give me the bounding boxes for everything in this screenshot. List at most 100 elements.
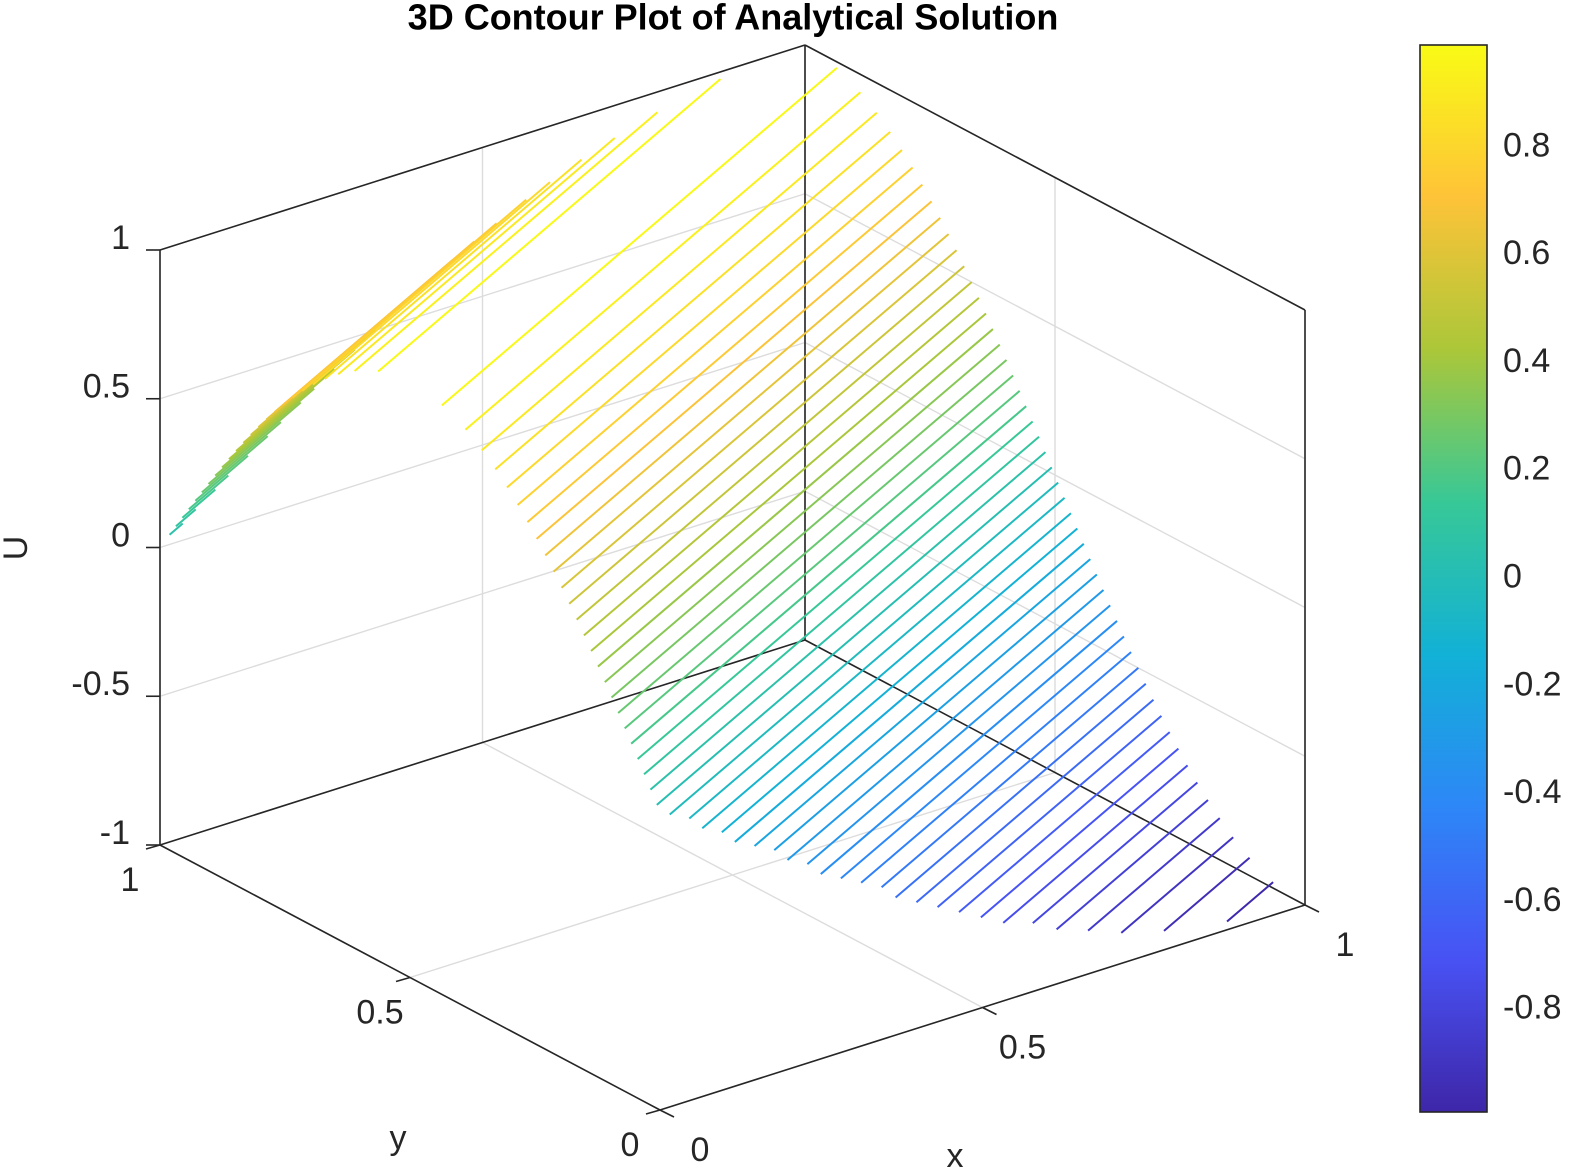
y-axis-label: y: [390, 1119, 407, 1157]
contour-line: [181, 488, 216, 519]
axis-line: [804, 639, 1306, 906]
contour-line: [915, 698, 1155, 904]
contour-line: [1032, 781, 1199, 924]
x-tick: [659, 1109, 675, 1118]
axes-box: [159, 44, 1306, 1111]
contour-line: [880, 667, 1139, 889]
contour-line: [980, 747, 1180, 919]
x-tick: [982, 1006, 997, 1016]
contour-line: [590, 312, 987, 652]
contour-line: [583, 297, 980, 637]
colorbar-tick-label: -0.8: [1503, 989, 1562, 1027]
contour-line: [630, 405, 1027, 745]
contour-line: [806, 604, 1111, 865]
y-tick: [645, 1109, 661, 1115]
contour-line: [291, 222, 498, 399]
contour-line: [958, 731, 1171, 913]
contour-line: [894, 683, 1147, 899]
contour-line: [324, 158, 583, 380]
axis-line: [159, 639, 806, 846]
contour-line: [576, 281, 973, 621]
y-tick: [395, 976, 411, 983]
contour-line: [734, 543, 1085, 843]
x-tick-label: 1: [1336, 926, 1355, 964]
contour-line: [669, 481, 1059, 816]
y-tick-label: 1: [121, 861, 140, 899]
contour-line: [773, 573, 1098, 851]
contour-line: [1163, 857, 1251, 932]
contour-line: [860, 651, 1132, 884]
y-tick-label: 0: [621, 1126, 640, 1164]
contour-line: [568, 265, 965, 605]
contour-line: [610, 359, 1008, 699]
contour-line: [604, 343, 1001, 683]
contour-line: [1055, 799, 1209, 931]
colorbar-tick-label: 0.8: [1503, 126, 1550, 164]
colorbar-tick-label: 0.4: [1503, 342, 1550, 380]
contour-line: [1226, 881, 1274, 923]
y-tick: [145, 844, 161, 850]
z-axis-label: U: [0, 536, 35, 561]
contour-line: [643, 436, 1040, 776]
labels: -1 -0.5 0 0.5 1 0 0.5 1 0 0.5 1 -0.8 -0.6 -0.4 -0.2 0 0.…: [71, 126, 1561, 1169]
contour-line: [552, 233, 950, 573]
x-tick: [1304, 904, 1320, 913]
z-tick-label: 1: [111, 219, 130, 257]
z-tick-label: 0: [111, 516, 130, 554]
contour-line: [516, 166, 914, 506]
contour-line: [175, 508, 197, 527]
axis-line: [159, 44, 806, 251]
z-tick-label: -0.5: [71, 665, 130, 703]
contour-line: [701, 512, 1072, 829]
contour-line: [649, 451, 1047, 791]
contours: [168, 67, 1274, 934]
contour-line: [168, 522, 184, 536]
contour-line: [207, 421, 282, 485]
contour-line: [377, 78, 722, 373]
contour-line: [301, 198, 527, 392]
colorbar-tick-label: -0.4: [1503, 773, 1562, 811]
colorbar-tick-label: 0: [1503, 557, 1522, 595]
contour-line: [194, 455, 249, 502]
contour-line: [656, 466, 1053, 806]
z-tick-label: -1: [100, 814, 130, 852]
contour-line: [753, 558, 1091, 847]
colorbar: [1419, 44, 1488, 1113]
contour-line: [441, 67, 838, 407]
contour-line: [481, 112, 878, 452]
contour-line: [1087, 817, 1221, 932]
z-tick-label: 0.5: [83, 368, 130, 406]
contour-line: [624, 390, 1021, 730]
contour-line: [506, 149, 903, 489]
contour-line: [636, 420, 1034, 760]
contour-line: [201, 435, 269, 494]
contour-line: [337, 137, 616, 375]
grid: [159, 44, 1306, 1111]
contour-line: [1002, 764, 1189, 924]
contour-line: [535, 200, 933, 540]
contour-line: [214, 401, 302, 477]
grid-line: [409, 771, 1056, 979]
x-tick-label: 0: [691, 1131, 710, 1169]
contour-line: [494, 131, 891, 471]
contour-line: [353, 111, 659, 372]
colorbar-tick-label: -0.6: [1503, 881, 1562, 919]
contour-line: [312, 181, 551, 386]
contour-line: [221, 387, 315, 469]
colorbar-tick-label: -0.2: [1503, 665, 1562, 703]
contour-line: [721, 527, 1079, 834]
y-tick-label: 0.5: [356, 993, 403, 1031]
contour-line: [1120, 836, 1234, 934]
contour-line: [936, 715, 1163, 908]
axis-line: [804, 44, 1306, 311]
x-axis-label: x: [947, 1137, 964, 1175]
contour-line: [617, 374, 1014, 714]
colorbar-tick-label: 0.6: [1503, 234, 1550, 272]
contour-line: [188, 474, 229, 510]
contour-line: [526, 183, 924, 523]
contour-line: [820, 620, 1118, 875]
x-tick-label: 0.5: [999, 1028, 1046, 1066]
contour-line: [464, 91, 862, 431]
